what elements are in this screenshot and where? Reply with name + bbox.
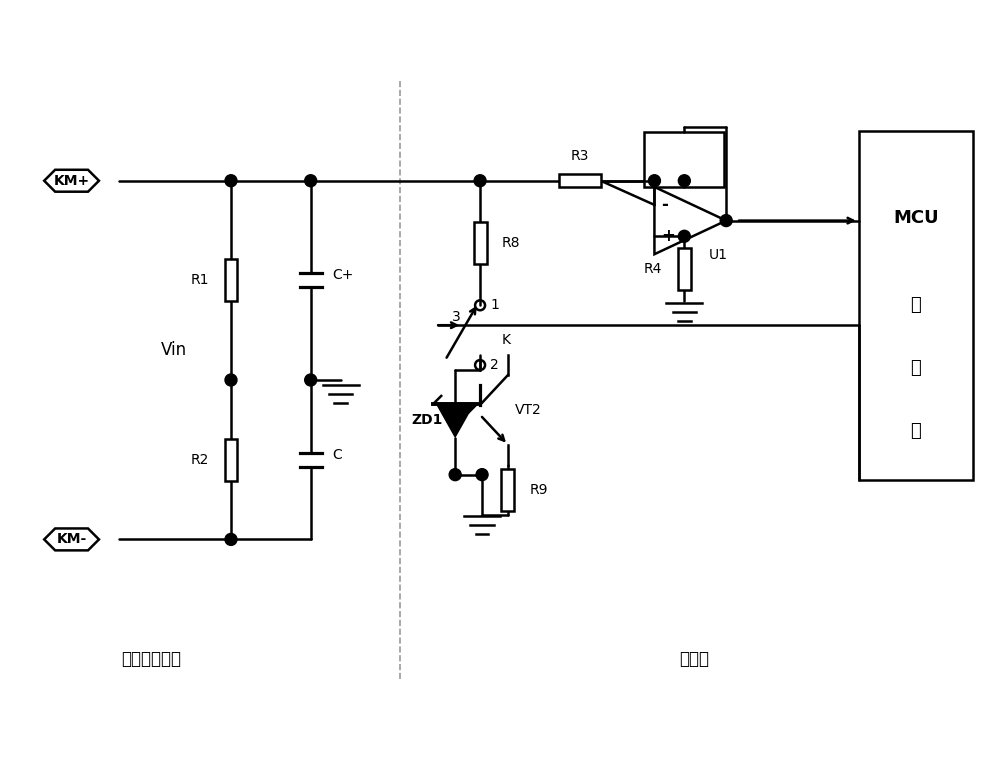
Text: Vin: Vin <box>161 341 187 359</box>
Text: VT2: VT2 <box>515 403 542 417</box>
Circle shape <box>474 175 486 187</box>
Bar <box>559 174 601 187</box>
Circle shape <box>449 469 461 480</box>
Text: R9: R9 <box>530 483 548 496</box>
Text: C+: C+ <box>333 268 354 283</box>
Text: KM+: KM+ <box>54 174 90 188</box>
Circle shape <box>476 469 488 480</box>
Text: 1: 1 <box>490 298 499 312</box>
Text: R4: R4 <box>644 261 662 276</box>
Text: R2: R2 <box>191 453 209 467</box>
Bar <box>859 131 973 480</box>
Text: KM-: KM- <box>56 533 87 546</box>
Text: C: C <box>333 448 342 462</box>
Text: 直流电源系统: 直流电源系统 <box>121 650 181 668</box>
Bar <box>644 132 724 187</box>
Circle shape <box>305 374 317 386</box>
Polygon shape <box>437 404 473 435</box>
Text: 器: 器 <box>911 422 921 440</box>
Text: 制: 制 <box>911 359 921 377</box>
Text: +: + <box>661 227 675 245</box>
Text: R1: R1 <box>191 274 209 287</box>
Circle shape <box>305 175 317 187</box>
Text: 控: 控 <box>911 296 921 315</box>
Bar <box>678 248 691 290</box>
Circle shape <box>225 534 237 546</box>
Text: ZD1: ZD1 <box>412 413 443 427</box>
Text: R3: R3 <box>571 149 589 163</box>
Text: MCU: MCU <box>893 209 939 227</box>
Circle shape <box>225 175 237 187</box>
Circle shape <box>225 374 237 386</box>
Bar <box>474 222 487 264</box>
Text: U1: U1 <box>709 249 728 262</box>
Text: 本发明: 本发明 <box>679 650 709 668</box>
Text: R8: R8 <box>502 236 520 250</box>
Circle shape <box>678 230 690 242</box>
Text: 2: 2 <box>490 358 499 372</box>
Text: K: K <box>502 333 511 347</box>
Bar <box>225 259 237 301</box>
Bar <box>501 469 514 511</box>
Text: 3: 3 <box>452 310 461 325</box>
Circle shape <box>720 214 732 226</box>
Circle shape <box>678 175 690 187</box>
Text: -: - <box>661 196 668 214</box>
Bar <box>225 439 237 480</box>
Circle shape <box>648 175 660 187</box>
